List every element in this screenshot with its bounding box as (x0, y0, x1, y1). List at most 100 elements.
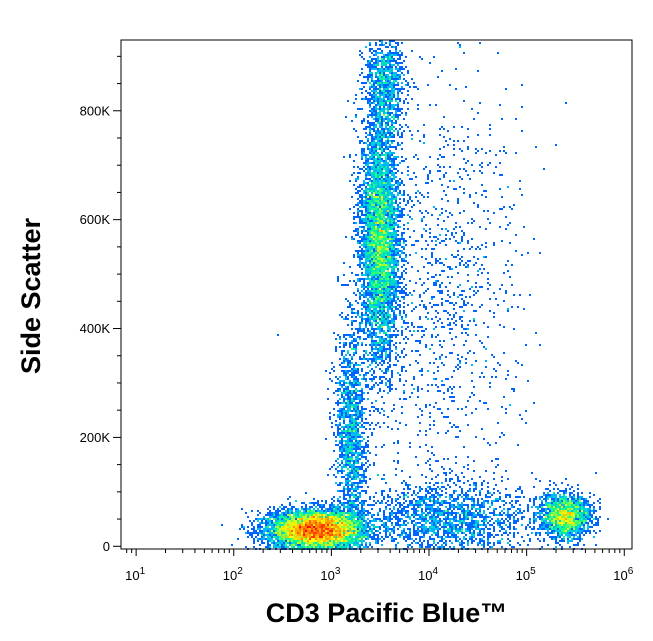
density-cell (363, 338, 365, 340)
density-cell (363, 250, 365, 252)
density-cell (477, 112, 479, 114)
density-cell (579, 496, 581, 498)
density-cell (395, 500, 397, 502)
density-cell (385, 88, 387, 90)
density-cell (463, 168, 465, 170)
density-cell (391, 410, 393, 412)
density-cell (365, 198, 367, 200)
density-cell (351, 410, 353, 412)
density-cell (365, 358, 367, 360)
density-cell (495, 166, 497, 168)
density-cell (331, 466, 333, 468)
density-cell (389, 200, 391, 202)
density-cell (485, 152, 487, 154)
density-cell (383, 344, 385, 346)
density-cell (367, 386, 369, 388)
density-cell (351, 426, 353, 428)
density-cell (337, 378, 339, 380)
density-cell (357, 384, 359, 386)
density-cell (327, 474, 329, 476)
density-cell (329, 372, 331, 374)
density-cell (465, 504, 467, 506)
density-cell (487, 282, 489, 284)
density-cell (393, 108, 395, 110)
density-cell (375, 64, 377, 66)
density-cell (363, 490, 365, 492)
density-cell (589, 496, 591, 498)
density-cell (539, 480, 541, 482)
density-cell (429, 170, 431, 172)
density-cell (369, 358, 371, 360)
density-cell (365, 174, 367, 176)
density-cell (381, 60, 383, 62)
density-cell (391, 310, 393, 312)
density-cell (377, 358, 379, 360)
density-cell (355, 188, 357, 190)
density-cell (379, 338, 381, 340)
density-cell (395, 504, 397, 506)
density-cell (431, 306, 433, 308)
density-cell (383, 104, 385, 106)
density-cell (399, 68, 401, 70)
density-cell (355, 424, 357, 426)
density-cell (357, 312, 359, 314)
density-cell (425, 316, 427, 318)
density-cell (433, 282, 435, 284)
density-cell (387, 272, 389, 274)
density-cell (473, 118, 475, 120)
density-cell (449, 502, 451, 504)
density-cell (375, 126, 377, 128)
density-cell (369, 172, 371, 174)
density-cell (391, 70, 393, 72)
density-cell (377, 474, 379, 476)
density-cell (369, 230, 371, 232)
density-cell (453, 126, 455, 128)
density-cell (375, 280, 377, 282)
density-cell (393, 116, 395, 118)
density-cell (499, 498, 501, 500)
density-cell (571, 498, 573, 500)
density-cell (501, 476, 503, 478)
density-cell (401, 194, 403, 196)
density-cell (359, 260, 361, 262)
density-cell (339, 418, 341, 420)
density-cell (357, 344, 359, 346)
density-cell (385, 82, 387, 84)
density-cell (295, 500, 297, 502)
density-cell (395, 420, 397, 422)
density-cell (385, 122, 387, 124)
density-cell (355, 490, 357, 492)
density-cell (387, 252, 389, 254)
density-cell (335, 482, 337, 484)
density-cell (387, 256, 389, 258)
density-cell (429, 262, 431, 264)
density-cell (443, 364, 445, 366)
density-cell (401, 482, 403, 484)
density-cell (335, 440, 337, 442)
density-cell (357, 250, 359, 252)
density-cell (357, 468, 359, 470)
density-cell (357, 428, 359, 430)
density-cell (419, 354, 421, 356)
density-cell (473, 220, 475, 222)
density-cell (381, 274, 383, 276)
density-cell (339, 434, 341, 436)
density-cell (393, 236, 395, 238)
density-cell (343, 502, 345, 504)
density-cell (401, 52, 403, 54)
density-cell (383, 84, 385, 86)
density-cell (343, 420, 345, 422)
density-cell (463, 210, 465, 212)
density-cell (371, 172, 373, 174)
density-cell (347, 396, 349, 398)
density-cell (385, 240, 387, 242)
density-cell (429, 496, 431, 498)
density-cell (347, 358, 349, 360)
density-cell (361, 302, 363, 304)
density-cell (339, 398, 341, 400)
density-cell (425, 248, 427, 250)
density-cell (381, 140, 383, 142)
density-cell (459, 46, 461, 48)
density-cell (345, 412, 347, 414)
density-cell (577, 502, 579, 504)
